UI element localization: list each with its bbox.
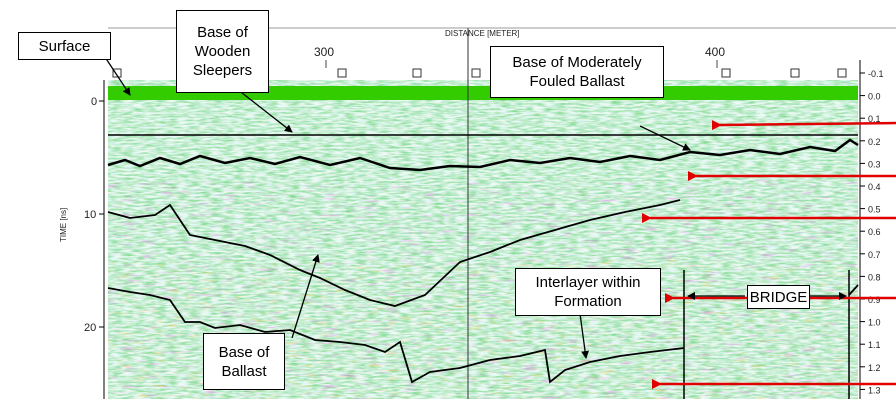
label-fouled-line-1: Base of Moderately bbox=[512, 54, 642, 71]
depth-tick-label: 0.4 bbox=[868, 182, 881, 192]
time-tick-0: 0 bbox=[91, 96, 97, 108]
depth-tick-label: 1.1 bbox=[868, 340, 881, 350]
time-tick-10: 10 bbox=[84, 209, 96, 221]
depth-tick-label: 0.5 bbox=[868, 205, 881, 215]
label-base-ballast-line-1: Base of bbox=[218, 343, 270, 361]
depth-tick-label: 0.8 bbox=[868, 272, 881, 282]
label-interlayer-line-1: Interlayer within bbox=[535, 274, 641, 291]
depth-tick-label: 0.0 bbox=[868, 92, 881, 102]
depth-tick-label: 0.1 bbox=[868, 114, 881, 124]
callout-surface: Surface bbox=[18, 32, 111, 60]
depth-tick-label: 0.6 bbox=[868, 227, 881, 237]
label-wooden-line-3: Sleepers bbox=[192, 62, 253, 79]
label-wooden-line-2: Wooden bbox=[194, 43, 251, 60]
depth-tick-label: 1.0 bbox=[868, 318, 881, 328]
depth-tick-label: 0.7 bbox=[868, 250, 881, 260]
leader-lines bbox=[102, 53, 847, 359]
surface-band bbox=[108, 86, 858, 100]
distance-axis-title: DISTANCE [METER] bbox=[445, 29, 520, 38]
depth-tick-label: 0.9 bbox=[868, 295, 881, 305]
time-tick-20: 20 bbox=[84, 322, 96, 334]
depth-tick-label: 1.3 bbox=[868, 385, 881, 395]
depth-tick-label: 1.2 bbox=[868, 363, 881, 373]
time-axis-title: TIME [ns] bbox=[59, 208, 68, 242]
label-base-ballast-line-2: Ballast bbox=[221, 362, 267, 380]
depth-tick-label: 0.2 bbox=[868, 137, 881, 147]
label-bridge: BRIDGE bbox=[749, 288, 808, 306]
depth-axis: -0.1 0.0 0.1 0.2 0.3 0.4 0.5 0.6 0.7 0.8 0.9 1.0 1.1… bbox=[859, 60, 884, 399]
x-tick-300: 300 bbox=[314, 45, 334, 59]
red-arrow-1 bbox=[711, 120, 896, 131]
callout-bridge: BRIDGE bbox=[747, 285, 810, 309]
label-wooden-line-1: Base of bbox=[197, 24, 248, 41]
time-axis: 0 10 20 TIME [ns] bbox=[59, 80, 105, 399]
label-surface: Surface bbox=[38, 37, 91, 55]
depth-tick-label: 0.3 bbox=[868, 159, 881, 169]
horizon-interlayer bbox=[107, 287, 685, 384]
callout-wooden-sleepers: Base of Wooden Sleepers bbox=[176, 10, 269, 93]
label-fouled-line-2: Fouled Ballast bbox=[529, 73, 625, 90]
depth-tick-label: -0.1 bbox=[868, 69, 884, 79]
trace-markers bbox=[112, 68, 847, 78]
callout-interlayer: Interlayer within Formation bbox=[515, 268, 661, 316]
label-interlayer-line-2: Formation bbox=[554, 293, 622, 310]
horizon-base-of-ballast bbox=[107, 199, 681, 307]
callout-fouled-ballast: Base of Moderately Fouled Ballast bbox=[490, 46, 664, 98]
x-tick-400: 400 bbox=[705, 45, 725, 59]
horizon-fouled-ballast bbox=[107, 138, 859, 172]
callout-base-ballast: Base of Ballast bbox=[203, 333, 285, 390]
